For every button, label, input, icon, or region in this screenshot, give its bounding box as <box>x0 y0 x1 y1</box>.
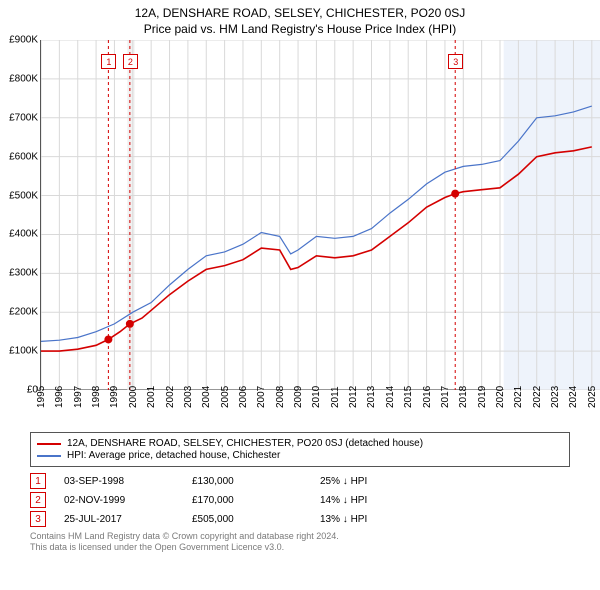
legend-swatch <box>37 455 61 457</box>
annotation-price: £170,000 <box>192 495 302 506</box>
chart-marker: 2 <box>123 54 138 69</box>
annotation-delta: 25% ↓ HPI <box>320 476 430 487</box>
chart-subtitle: Price paid vs. HM Land Registry's House … <box>0 20 600 40</box>
x-tick-label: 2016 <box>422 386 433 408</box>
legend-label: HPI: Average price, detached house, Chic… <box>67 450 280 461</box>
x-tick-label: 2004 <box>201 386 212 408</box>
annotation-row: 1 03-SEP-1998 £130,000 25% ↓ HPI <box>30 473 570 489</box>
x-tick-label: 2002 <box>165 386 176 408</box>
annotation-price: £130,000 <box>192 476 302 487</box>
chart-marker: 1 <box>101 54 116 69</box>
y-tick-label: £800K <box>9 73 38 84</box>
x-axis: 1995199619971998199920002001200220032004… <box>40 390 600 430</box>
x-tick-label: 2013 <box>366 386 377 408</box>
footer-line: Contains HM Land Registry data © Crown c… <box>30 531 570 542</box>
y-axis: £0£100K£200K£300K£400K£500K£600K£700K£80… <box>0 40 40 390</box>
y-tick-label: £100K <box>9 346 38 357</box>
x-tick-label: 1996 <box>54 386 65 408</box>
page: 12A, DENSHARE ROAD, SELSEY, CHICHESTER, … <box>0 0 600 590</box>
annotation-delta: 13% ↓ HPI <box>320 514 430 525</box>
x-tick-label: 2024 <box>568 386 579 408</box>
x-tick-label: 2025 <box>587 386 598 408</box>
x-tick-label: 2006 <box>238 386 249 408</box>
x-tick-label: 2011 <box>330 386 341 408</box>
x-tick-label: 2015 <box>403 386 414 408</box>
y-tick-label: £200K <box>9 307 38 318</box>
legend-swatch <box>37 443 61 445</box>
y-tick-label: £900K <box>9 35 38 46</box>
x-tick-label: 2000 <box>128 386 139 408</box>
plot-area: 12 3 <box>40 40 600 390</box>
annotation-date: 03-SEP-1998 <box>64 476 174 487</box>
legend-row: 12A, DENSHARE ROAD, SELSEY, CHICHESTER, … <box>37 438 563 449</box>
x-tick-label: 2017 <box>440 386 451 408</box>
y-tick-label: £700K <box>9 112 38 123</box>
y-tick-label: £500K <box>9 190 38 201</box>
x-tick-label: 2019 <box>477 386 488 408</box>
chart-title: 12A, DENSHARE ROAD, SELSEY, CHICHESTER, … <box>0 0 600 20</box>
x-tick-label: 2005 <box>220 386 231 408</box>
x-tick-label: 2022 <box>532 386 543 408</box>
annotation-date: 02-NOV-1999 <box>64 495 174 506</box>
x-tick-label: 2010 <box>311 386 322 408</box>
chart: £0£100K£200K£300K£400K£500K£600K£700K£80… <box>40 40 600 390</box>
x-tick-label: 2008 <box>275 386 286 408</box>
x-tick-label: 2001 <box>146 386 157 408</box>
annotation-delta: 14% ↓ HPI <box>320 495 430 506</box>
annotation-marker: 2 <box>30 492 46 508</box>
x-tick-label: 2018 <box>458 386 469 408</box>
y-tick-label: £400K <box>9 229 38 240</box>
x-tick-label: 2021 <box>513 386 524 408</box>
legend: 12A, DENSHARE ROAD, SELSEY, CHICHESTER, … <box>30 432 570 467</box>
plot-svg <box>41 40 600 390</box>
attribution-footer: Contains HM Land Registry data © Crown c… <box>30 531 570 554</box>
x-tick-label: 2009 <box>293 386 304 408</box>
x-tick-label: 2007 <box>256 386 267 408</box>
x-tick-label: 1998 <box>91 386 102 408</box>
annotation-date: 25-JUL-2017 <box>64 514 174 525</box>
annotation-marker: 1 <box>30 473 46 489</box>
annotation-table: 1 03-SEP-1998 £130,000 25% ↓ HPI 2 02-NO… <box>30 473 570 527</box>
x-tick-label: 1995 <box>36 386 47 408</box>
x-tick-label: 1999 <box>109 386 120 408</box>
x-tick-label: 2012 <box>348 386 359 408</box>
footer-line: This data is licensed under the Open Gov… <box>30 542 570 553</box>
annotation-row: 2 02-NOV-1999 £170,000 14% ↓ HPI <box>30 492 570 508</box>
x-tick-label: 2023 <box>550 386 561 408</box>
legend-label: 12A, DENSHARE ROAD, SELSEY, CHICHESTER, … <box>67 438 423 449</box>
x-tick-label: 1997 <box>73 386 84 408</box>
annotation-marker: 3 <box>30 511 46 527</box>
y-tick-label: £600K <box>9 151 38 162</box>
annotation-price: £505,000 <box>192 514 302 525</box>
chart-marker: 3 <box>448 54 463 69</box>
y-tick-label: £300K <box>9 268 38 279</box>
x-tick-label: 2003 <box>183 386 194 408</box>
annotation-row: 3 25-JUL-2017 £505,000 13% ↓ HPI <box>30 511 570 527</box>
legend-row: HPI: Average price, detached house, Chic… <box>37 450 563 461</box>
x-tick-label: 2014 <box>385 386 396 408</box>
x-tick-label: 2020 <box>495 386 506 408</box>
